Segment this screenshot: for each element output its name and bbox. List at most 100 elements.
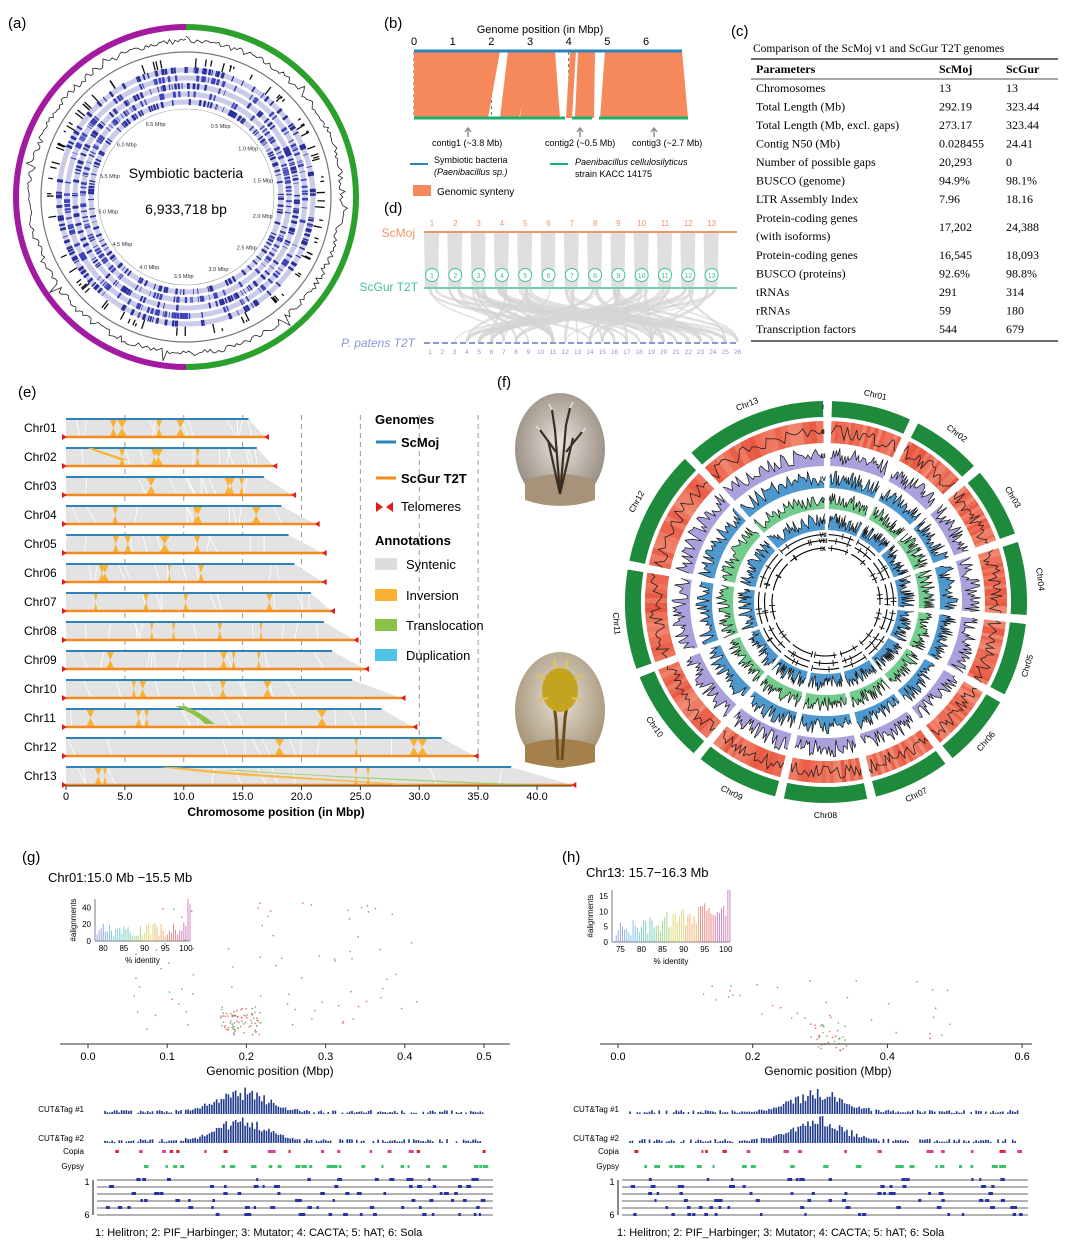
density-line — [973, 620, 1002, 683]
gene-feature — [135, 93, 141, 101]
alignment-dot — [382, 987, 384, 990]
gypsy-element — [479, 1165, 483, 1168]
te-element — [844, 1192, 848, 1195]
x-axis-ticks-g: 0.0 0.1 0.2 0.3 0.4 0.5 — [80, 1044, 492, 1063]
te-element — [692, 1213, 696, 1216]
te-element — [947, 1213, 951, 1216]
gypsy-element — [935, 1165, 938, 1168]
gc-skew-spike — [68, 266, 78, 274]
te-element — [1000, 1199, 1005, 1202]
gene-feature — [233, 113, 238, 119]
table-cell: Total Length (Mb) — [756, 100, 845, 114]
legend-duplication-swatch — [375, 649, 397, 661]
patens-chromosome-label: 25 — [722, 349, 730, 356]
track-area — [849, 676, 891, 708]
ideogram-arc — [1002, 542, 1027, 615]
te-element — [422, 1213, 427, 1216]
te-element — [166, 1178, 171, 1181]
patens-chromosome-label: 23 — [697, 349, 705, 356]
gap-line — [242, 476, 248, 496]
gene-feature — [158, 77, 162, 85]
gene-feature — [148, 290, 152, 297]
inner-track-tick — [762, 611, 769, 614]
table-cell: 323.44 — [1006, 118, 1039, 132]
gene-density-cell — [879, 431, 891, 454]
te-element — [245, 1206, 250, 1209]
te-element — [296, 1199, 302, 1202]
gc-skew-spike — [55, 146, 65, 151]
inner-track-tick — [860, 559, 866, 565]
gypsy-element — [309, 1165, 313, 1168]
gene-feature — [101, 256, 108, 263]
alignment-dot — [146, 1028, 148, 1030]
gene-feature — [80, 152, 87, 156]
gene-density-cell — [715, 454, 735, 476]
gap-line — [153, 563, 161, 583]
copia-element — [999, 1150, 1005, 1153]
alignment-dot — [232, 1025, 234, 1027]
gene-density-cell — [646, 620, 669, 628]
gap-line — [246, 418, 253, 438]
alignment-dot — [227, 1027, 230, 1029]
gene-feature — [251, 86, 256, 93]
inner-track-tick — [882, 616, 889, 620]
gene-feature — [155, 317, 160, 324]
te-element — [742, 1185, 746, 1188]
alignment-dot — [236, 1020, 238, 1023]
inner-track-arc — [873, 608, 881, 627]
alignment-dot — [834, 1035, 837, 1037]
gene-feature — [135, 302, 141, 310]
gene-feature — [158, 285, 163, 292]
gene-feature — [149, 307, 155, 315]
gene-feature — [88, 188, 95, 191]
gene-density-cell — [955, 496, 976, 513]
gap-line — [142, 534, 148, 554]
gene-feature — [290, 261, 298, 267]
gene-feature — [306, 165, 313, 169]
gap-line — [167, 563, 169, 583]
gene-feature — [56, 195, 63, 199]
gene-feature — [108, 123, 114, 129]
gap-line — [83, 418, 88, 438]
gene-feature — [175, 304, 179, 311]
alignment-dot — [236, 1010, 238, 1012]
inner-track-arc — [759, 554, 779, 588]
gene-feature — [288, 139, 295, 144]
chromosome-row-label: Chr04 — [24, 508, 57, 522]
telomere-left — [62, 753, 67, 759]
gap-line — [185, 505, 195, 525]
te-element — [474, 1178, 479, 1181]
gene-density-cell — [858, 424, 868, 448]
inversion-mark — [98, 564, 106, 582]
inner-track-tick — [762, 610, 769, 612]
alignment-dot — [831, 1036, 834, 1039]
track-area — [934, 566, 958, 610]
alignment-dot — [367, 911, 370, 913]
gene-feature — [218, 299, 223, 306]
telomere-right — [272, 463, 278, 469]
gene-feature — [91, 117, 99, 124]
legend-inversion-label: Inversion — [406, 588, 459, 603]
gc-skew-spike — [119, 311, 126, 320]
inner-track-tick — [843, 657, 847, 664]
gene-feature — [287, 265, 295, 272]
copia-element — [223, 1150, 228, 1153]
inner-track-arc — [768, 625, 786, 649]
gap-line — [498, 766, 503, 786]
patens-chromosome-label: 4 — [465, 349, 469, 356]
inversion-mark — [86, 709, 95, 727]
inversion-mark — [224, 477, 233, 495]
gc-skew-spike — [314, 237, 319, 240]
x-axis-title-g: Genomic position (Mbp) — [206, 1064, 333, 1078]
copia-element — [416, 1150, 421, 1153]
hist-x-tick-label: 95 — [161, 944, 170, 953]
gypsy-element — [400, 1165, 405, 1168]
gene-feature — [204, 84, 207, 91]
gene-feature — [125, 109, 130, 115]
gene-feature — [141, 82, 145, 89]
track-outline — [798, 716, 852, 735]
inner-track-tick — [862, 654, 868, 660]
te-element — [369, 1206, 375, 1209]
gene-density-cell — [833, 760, 839, 783]
te-element — [718, 1206, 722, 1209]
